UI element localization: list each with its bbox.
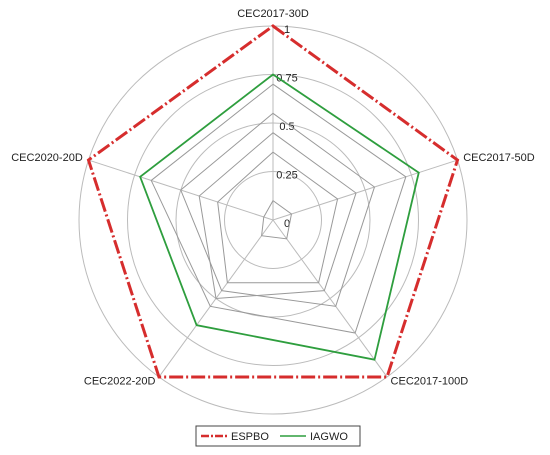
series-polygon xyxy=(199,133,356,299)
category-label: CEC2017-30D xyxy=(237,8,309,20)
category-label: CEC2020-20D xyxy=(11,152,83,164)
category-label: CEC2017-100D xyxy=(391,376,469,388)
tick-label: 0.25 xyxy=(276,169,297,181)
legend-label: IAGWO xyxy=(310,431,348,443)
category-label: CEC2022-20D xyxy=(84,376,156,388)
tick-label: 1 xyxy=(284,24,290,36)
category-label: CEC2017-50D xyxy=(463,152,535,164)
spoke xyxy=(273,160,458,220)
series-polygon xyxy=(181,113,375,306)
legend-label: ESPBO xyxy=(231,431,269,443)
